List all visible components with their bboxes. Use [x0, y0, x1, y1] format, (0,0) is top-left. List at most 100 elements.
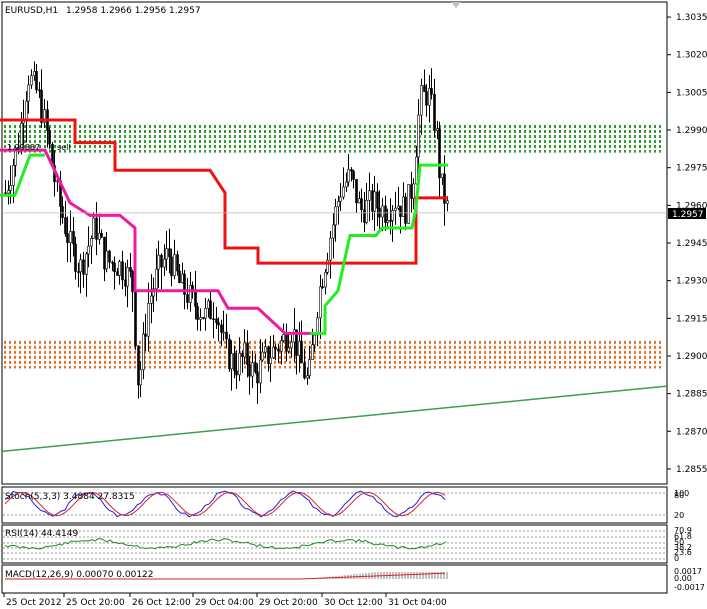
time-tick-label: 29 Oct 04:00 [195, 598, 254, 608]
time-tick-label: 31 Oct 04:00 [388, 598, 447, 608]
candle-body [238, 352, 241, 376]
candle-body [147, 302, 150, 337]
rsi-level: 38.2 [674, 543, 692, 552]
candle-body [126, 267, 129, 287]
trendline [1, 385, 668, 453]
candle-body [77, 271, 80, 273]
sub-windows [3, 490, 666, 580]
candle-body [170, 256, 173, 277]
candle-body [30, 75, 33, 86]
red-stop-line [0, 118, 448, 265]
price-tick-label: 1.2930 [676, 277, 707, 287]
candle-body [381, 205, 384, 218]
candle-body [345, 181, 348, 188]
candle-body [194, 290, 197, 307]
candle-body [215, 318, 218, 323]
macd-bar [443, 572, 445, 579]
candle-body [267, 346, 270, 364]
candle-body [306, 375, 309, 379]
candle-body [176, 254, 179, 272]
time-tick-label: 29 Oct 20:00 [259, 598, 318, 608]
candle-body [35, 71, 38, 91]
macd-bar [422, 572, 424, 579]
candle-body [25, 100, 28, 122]
candle-body [137, 345, 140, 386]
macd-signal-line [5, 572, 446, 580]
candle-body [394, 207, 397, 211]
candle-body [131, 271, 134, 293]
candle-body [199, 317, 202, 320]
candle-body [7, 190, 10, 194]
candle-body [103, 236, 106, 270]
candle-body [438, 128, 441, 179]
price-tick-label: 1.2885 [676, 390, 707, 400]
candle-body [124, 279, 127, 287]
candle-body [105, 250, 108, 270]
candle-body [269, 357, 272, 364]
ohlc-values: 1.2958 1.2966 1.2956 1.2957 [66, 6, 201, 16]
candle-body [113, 262, 116, 273]
candle-body [326, 259, 329, 273]
price-tick-label: 1.2975 [676, 164, 707, 174]
macd-bar [419, 572, 421, 579]
rsi-level: 0 [674, 554, 679, 563]
rsi-level: 61.8 [674, 532, 692, 541]
chart-shift-icon[interactable] [451, 2, 461, 8]
candle-body [334, 206, 337, 226]
candle-body [339, 196, 342, 202]
price-tick-label: 1.2945 [676, 239, 707, 249]
candle-body [12, 165, 15, 186]
macd-bar [446, 572, 448, 579]
candle-body [157, 254, 160, 270]
stoch-level-100: 100 [674, 489, 689, 498]
macd-bar [425, 572, 427, 579]
candle-body [111, 261, 114, 264]
candle-body [82, 259, 85, 275]
candle-body [87, 245, 90, 255]
candle-body [443, 173, 446, 204]
candle-body [92, 217, 95, 239]
candle-body [163, 258, 166, 268]
candle-body [233, 353, 236, 372]
rsi-level: 50 [674, 538, 684, 547]
price-axis: 1.30351.30201.30051.29901.29751.29601.29… [667, 13, 707, 475]
rsi-line [4, 538, 447, 550]
candle-body [311, 344, 314, 360]
candle-body [235, 370, 238, 376]
candle-body [365, 199, 368, 223]
candle-body [384, 205, 387, 223]
candle-body [220, 324, 223, 333]
current-price: 1.2957 [672, 210, 704, 220]
candle-body [350, 169, 353, 172]
candle-body [407, 184, 410, 224]
time-tick-label: 25 Oct 20:00 [66, 598, 125, 608]
candle-body [430, 88, 433, 95]
trendline [1, 385, 668, 453]
candle-body [355, 179, 358, 204]
time-tick-label: 26 Oct 12:00 [132, 598, 191, 608]
macd-bar [407, 572, 409, 579]
candle-body [181, 273, 184, 283]
macd-bar [431, 572, 433, 579]
candle-body [412, 183, 415, 199]
candle-body [280, 340, 283, 352]
candle-body [225, 331, 228, 340]
candle-body [142, 333, 145, 370]
candle-body [90, 238, 93, 247]
rsi-level: 23.6 [674, 548, 692, 557]
pink-stop-line [0, 148, 310, 335]
candle-body [287, 347, 290, 352]
candle-body [277, 348, 280, 352]
candle-body [313, 334, 316, 346]
stop-lines [0, 118, 667, 335]
candle-body [399, 205, 402, 217]
stoch-level-20: 20 [674, 511, 684, 520]
candle-body [360, 198, 363, 211]
candle-body [319, 286, 322, 319]
candle-body [420, 85, 423, 116]
time-tick-label: 30 Oct 12:00 [324, 598, 383, 608]
candle-body [121, 261, 124, 281]
candle-body [129, 267, 132, 272]
candle-body [43, 109, 46, 123]
